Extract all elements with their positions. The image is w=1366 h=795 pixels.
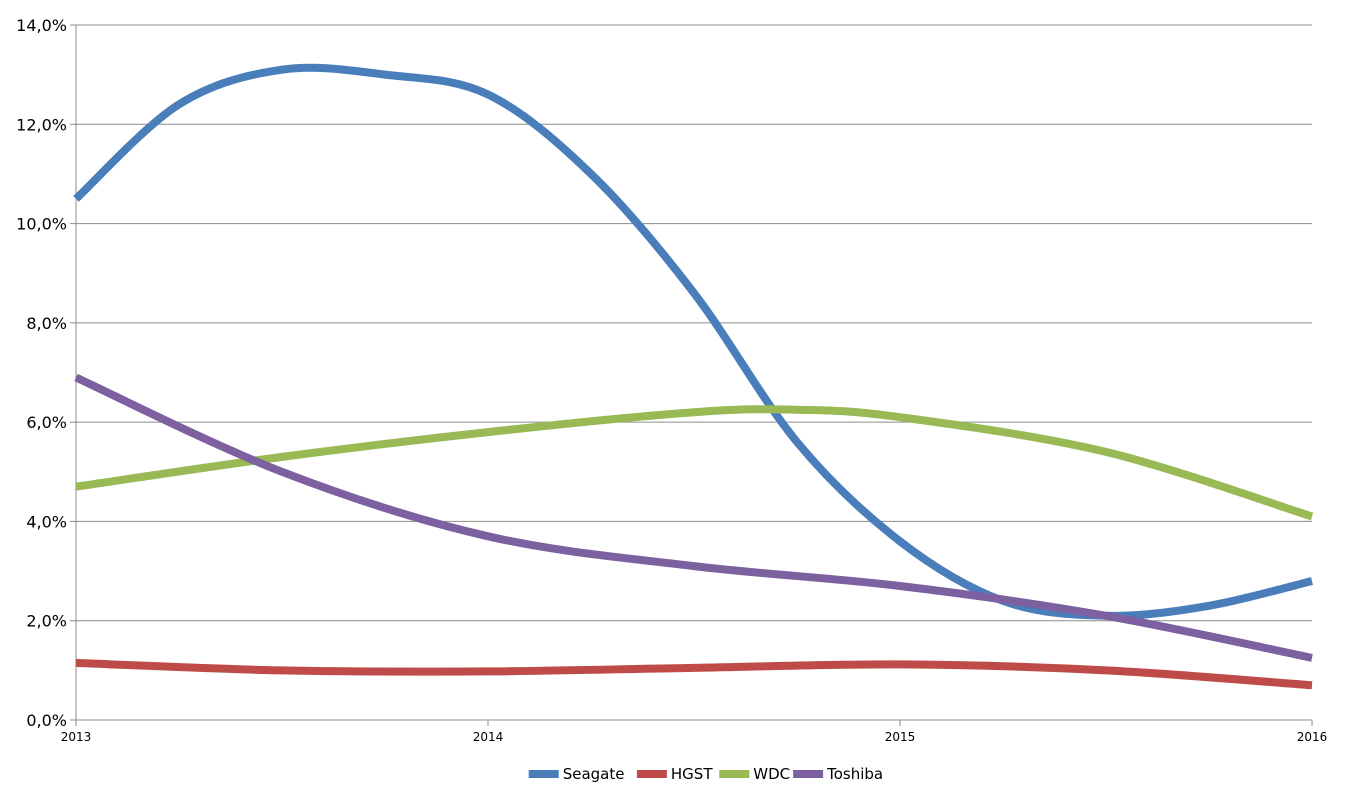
y-tick-label: 6,0%: [26, 413, 67, 432]
x-axis-tick-labels: 2013 2014 2015 2016: [61, 730, 1328, 744]
x-tick-label: 2013: [61, 730, 92, 744]
series-line-seagate: [73, 63, 1313, 620]
y-tick-label: 2,0%: [26, 612, 67, 631]
y-axis-tick-labels: 0,0% 2,0% 4,0% 6,0% 8,0% 10,0% 12,0% 14,0%: [16, 16, 67, 730]
axes: [70, 24, 1313, 726]
y-tick-label: 10,0%: [16, 215, 67, 234]
x-tick-label: 2016: [1297, 730, 1328, 744]
y-tick-label: 4,0%: [26, 512, 67, 531]
y-tick-label: 12,0%: [16, 115, 67, 134]
y-tick-label: 14,0%: [16, 16, 67, 35]
legend-label-hgst: HGST: [671, 765, 713, 783]
gridlines: [76, 24, 1312, 622]
y-tick-label: 8,0%: [26, 314, 67, 333]
legend-label-toshiba: Toshiba: [826, 765, 883, 783]
series-line-wdc: [75, 405, 1314, 521]
x-tick-label: 2015: [885, 730, 916, 744]
y-tick-label: 0,0%: [26, 711, 67, 730]
legend-label-seagate: Seagate: [563, 765, 625, 783]
series-line-toshiba: [74, 373, 1313, 662]
series-line-hgst: [75, 658, 1313, 690]
series-lines: [73, 63, 1314, 690]
legend-label-wdc: WDC: [753, 765, 790, 783]
legend: Seagate HGST WDC Toshiba: [528, 765, 883, 783]
x-tick-label: 2014: [473, 730, 504, 744]
